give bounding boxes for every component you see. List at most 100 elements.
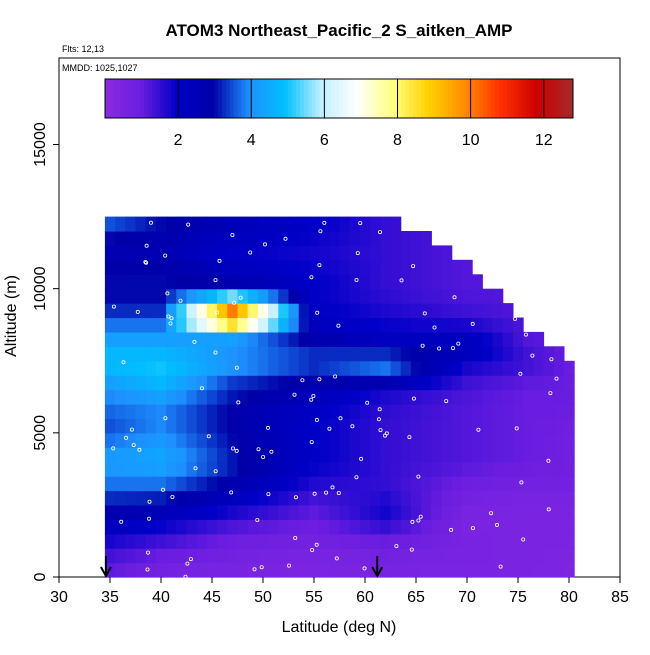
heatmap-cell [247,288,259,304]
y-tick-label: 10000 [32,266,49,311]
sample-point [309,440,314,445]
heatmap-cell [186,389,198,405]
heatmap-cell [237,259,249,275]
sample-point [252,567,257,572]
heatmap-cell [268,447,279,463]
heatmap-cell [431,533,443,549]
heatmap-cell [227,461,239,477]
heatmap-cell [288,216,300,232]
down-arrow [100,556,112,579]
heatmap-cell [400,259,412,275]
heatmap-cell [186,231,198,246]
heatmap-cell [196,562,208,578]
heatmap-cell [390,274,402,290]
heatmap-cell [441,548,453,564]
heatmap-cell [421,562,432,578]
heatmap-cell [380,288,392,304]
heatmap-cell [410,303,422,319]
colorbar-segment [151,79,157,118]
heatmap-cell [461,476,473,492]
heatmap-cell [125,259,137,275]
sample-point [314,542,319,547]
heatmap-cell [227,490,239,506]
heatmap-cell [512,346,524,362]
heatmap-cell [502,432,514,448]
heatmap-cell [227,562,239,578]
heatmap-cell [349,375,361,391]
sample-points [111,220,559,579]
heatmap-cell [441,331,453,347]
sample-point [145,550,150,555]
heatmap-cell [461,404,473,419]
heatmap-cell [278,476,290,492]
heatmap-cell [115,447,126,463]
heatmap-cell [451,331,463,347]
heatmap-cell [359,490,371,506]
heatmap-cell [400,274,412,290]
sample-point [450,346,455,351]
sample-point [411,396,416,401]
heatmap-cell [104,360,116,376]
sample-point [317,263,322,268]
heatmap-cell [125,231,137,246]
heatmap-cell [482,562,494,578]
colorbar-segment [440,79,445,118]
sample-point [259,565,264,570]
heatmap-cell [339,432,351,448]
heatmap-cell [227,375,239,391]
heatmap-cell [217,317,228,333]
heatmap-cell [410,548,422,564]
heatmap-cell [339,259,351,275]
heatmap-cell [390,447,402,463]
heatmap-cell [400,476,412,492]
heatmap-cell [359,331,371,347]
sample-point [185,561,190,566]
heatmap-cell [472,375,483,391]
heatmap-cell [441,346,453,362]
heatmap-cell [359,533,371,549]
colorbar-segment [210,79,215,118]
sample-point [238,295,243,300]
heatmap-cell [125,389,137,405]
colorbar-segment [350,79,356,118]
heatmap-cell [145,389,157,405]
heatmap-cell [380,375,392,391]
colorbar-segment [315,79,320,118]
heatmap-cell [492,303,504,319]
heatmap-cell [410,360,422,376]
heatmap-cell [115,476,126,492]
sample-point [418,514,423,519]
colorbar-segment [105,79,110,118]
heatmap-cell [370,317,381,333]
heatmap-cell [186,432,198,448]
heatmap-cell [359,346,371,362]
heatmap-cell [278,346,290,362]
heatmap-cell [441,389,453,405]
heatmap-cell [400,303,412,319]
heatmap-cell [472,519,483,535]
heatmap-cell [237,562,249,578]
colorbar-segment [557,79,562,118]
heatmap-cell [237,303,249,319]
colorbar-segment [471,79,476,118]
sample-point [186,222,191,227]
sample-point [416,518,421,523]
heatmap-cell [482,533,494,549]
heatmap-cell [512,562,524,578]
heatmap-cell [359,476,371,492]
heatmap-cell [492,389,504,405]
heatmap-cell [380,360,392,376]
heatmap-cell [166,245,177,261]
sample-point [192,339,197,344]
heatmap-cell [400,533,412,549]
sample-point [135,309,140,314]
sample-point [163,253,168,258]
heatmap-cell [339,461,351,477]
sample-point [514,426,519,431]
heatmap-cell [206,476,218,492]
heatmap-cell [166,548,177,564]
heatmap-cell [176,346,188,362]
heatmap-cell [186,404,198,419]
heatmap-cell [421,231,432,246]
sample-point [324,490,329,495]
